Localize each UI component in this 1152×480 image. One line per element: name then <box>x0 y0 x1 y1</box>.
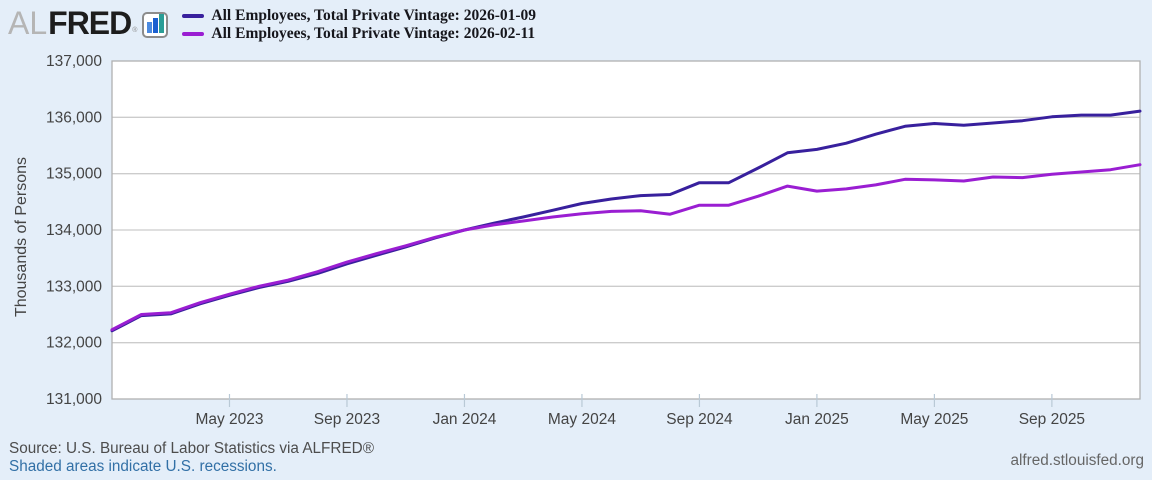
recessions-note: Shaded areas indicate U.S. recessions. <box>9 457 277 475</box>
source-note: Source: U.S. Bureau of Labor Statistics … <box>9 440 374 457</box>
alfred-logo[interactable]: AL FRED ® <box>8 5 169 41</box>
y-tick-label: 136,000 <box>46 109 102 126</box>
legend-item-vintage-2026-02-11: All Employees, Total Private Vintage: 20… <box>182 25 536 43</box>
y-tick-label: 133,000 <box>46 278 102 295</box>
x-tick-label: May 2025 <box>900 411 968 428</box>
alfred-logo-prefix: AL <box>8 5 48 41</box>
site-link[interactable]: alfred.stlouisfed.org <box>1010 452 1145 469</box>
legend-line-swatch-icon <box>182 14 205 18</box>
x-tick-label: Jan 2025 <box>785 411 849 428</box>
x-tick-label: May 2023 <box>195 411 263 428</box>
chart-legend: All Employees, Total Private Vintage: 20… <box>182 7 536 43</box>
y-tick-label: 134,000 <box>46 222 102 239</box>
plot-border <box>111 60 1141 400</box>
x-tick-label: May 2024 <box>548 411 616 428</box>
fred-bar-1 <box>147 21 153 33</box>
legend-item-vintage-2026-01-09: All Employees, Total Private Vintage: 20… <box>182 7 536 25</box>
fred-bar-2 <box>153 17 159 33</box>
series-line-vintage-2026-02-11 <box>110 163 1142 332</box>
y-tick-label: 135,000 <box>46 166 102 183</box>
x-tick-label: Sep 2023 <box>314 411 380 428</box>
fred-bar-3 <box>159 13 165 33</box>
alfred-logo-brand: FRED <box>48 5 132 41</box>
footer: Source: U.S. Bureau of Labor Statistics … <box>9 440 374 475</box>
y-tick-label: 131,000 <box>46 391 102 408</box>
legend-label: All Employees, Total Private Vintage: 20… <box>211 25 536 42</box>
fred-bar-chart-icon <box>142 11 169 38</box>
registered-mark: ® <box>132 27 138 34</box>
legend-label: All Employees, Total Private Vintage: 20… <box>211 7 537 24</box>
y-tick-label: 137,000 <box>46 53 102 70</box>
y-axis-title: Thousands of Persons <box>13 157 30 317</box>
y-tick-label: 132,000 <box>46 335 102 352</box>
header: AL FRED ® All Employees, Total Private V… <box>8 6 536 43</box>
x-tick-label: Sep 2025 <box>1019 411 1085 428</box>
x-tick-label: Sep 2024 <box>666 411 733 428</box>
x-tick-label: Jan 2024 <box>433 411 497 428</box>
legend-line-swatch-icon <box>182 32 205 36</box>
